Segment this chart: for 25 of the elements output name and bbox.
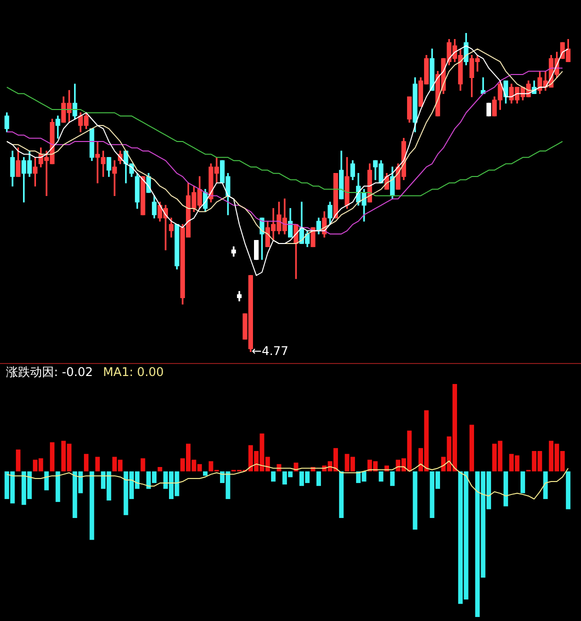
bar	[412, 471, 418, 530]
bar	[390, 471, 395, 486]
bar	[470, 424, 474, 472]
annotation: ←4.77	[252, 344, 288, 358]
bar	[271, 471, 276, 482]
text: 涨跌动因: -0.02	[6, 365, 93, 380]
bar	[520, 471, 526, 494]
bar	[140, 458, 146, 472]
bar	[543, 471, 548, 500]
bar	[95, 456, 100, 472]
bar	[50, 442, 54, 472]
bar	[90, 471, 94, 540]
bar	[158, 467, 162, 472]
bar	[316, 471, 321, 486]
bar	[84, 454, 88, 472]
text: MA1: 0.00	[103, 365, 164, 380]
bar	[16, 450, 20, 472]
bar	[504, 471, 508, 506]
bar	[44, 471, 49, 490]
bar	[339, 471, 344, 518]
bar	[203, 471, 208, 476]
bar	[566, 471, 570, 510]
bar	[378, 471, 384, 482]
candlestick	[112, 160, 117, 196]
bar	[56, 471, 60, 502]
